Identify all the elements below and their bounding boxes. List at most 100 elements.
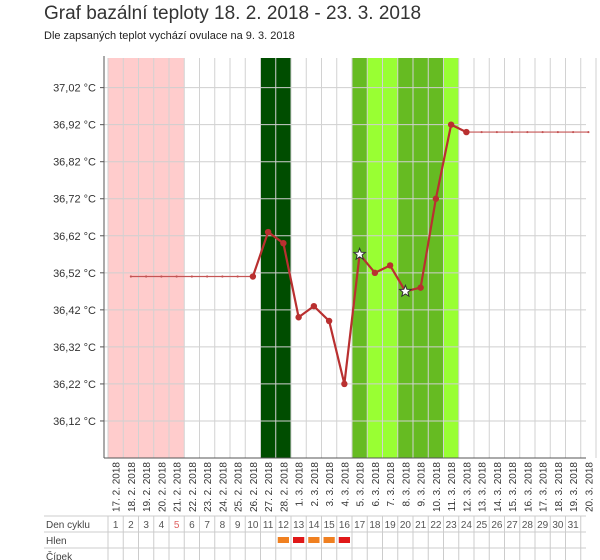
x-tick-label: 3. 3. 2018 [325,462,336,507]
cycle-day-cell: 9 [235,520,241,531]
mucus-label: Hlen [46,536,67,547]
coverline-dot [206,275,209,278]
cycle-day-cell: 3 [143,520,149,531]
coverline-dot [495,130,498,134]
cycle-day-cell: 29 [537,520,549,531]
x-tick-label: 25. 2. 2018 [234,462,245,512]
temperature-point-star [398,283,413,298]
x-tick-label: 16. 3. 2018 [523,462,534,512]
x-tick-label: 6. 3. 2018 [371,462,382,507]
x-tick-label: 23. 2. 2018 [203,462,214,512]
y-tick-label: 36,62 °C [53,231,96,243]
coverline-dot [572,130,575,134]
x-tick-label: 10. 3. 2018 [432,462,443,512]
cycle-day-cell: 19 [385,520,397,531]
mucus-mark [338,537,350,543]
coverline-dot [541,130,544,134]
x-tick-label: 27. 2. 2018 [264,462,275,512]
x-tick-label: 5. 3. 2018 [356,462,367,507]
x-tick-label: 14. 3. 2018 [493,462,504,512]
temperature-point [325,317,333,325]
cycle-day-cell: 16 [339,520,351,531]
cycle-day-cell: 27 [507,520,519,531]
y-tick-label: 36,12 °C [53,416,96,428]
coverline-dot [190,275,193,278]
cycle-day-cell: 18 [369,520,381,531]
cycle-day-cell: 26 [491,520,503,531]
cycle-day-label: Den cyklu [46,520,90,531]
coverline-dot [526,130,529,134]
x-tick-label: 18. 2. 2018 [127,462,138,512]
temperature-point [417,284,424,291]
y-tick-label: 36,72 °C [53,194,96,206]
x-tick-label: 20. 3. 2018 [584,462,595,512]
x-tick-label: 22. 2. 2018 [188,462,199,512]
cycle-day-cell: 31 [568,520,580,531]
coverline-dot [221,275,224,278]
x-tick-label: 26. 2. 2018 [249,462,260,512]
y-tick-label: 36,82 °C [53,157,96,169]
coverline-dot [511,130,514,134]
cycle-day-cell: 14 [308,520,320,531]
chart-subtitle: Dle zapsaných teplot vychází ovulace na … [44,30,295,42]
temperature-point [295,314,302,321]
cycle-day-cell: 24 [461,520,473,531]
coverline-dot [480,130,483,134]
chart-title: Graf bazální teploty 18. 2. 2018 - 23. 3… [44,3,422,24]
temperature-point [371,269,379,277]
x-tick-label: 2. 3. 2018 [310,462,321,507]
coverline-dot [175,275,178,278]
x-tick-label: 8. 3. 2018 [401,462,412,507]
temperature-point [341,380,348,388]
coverline-dot [587,130,590,134]
x-tick-label: 15. 3. 2018 [508,462,519,512]
x-tick-label: 28. 2. 2018 [279,462,290,512]
y-tick-label: 36,22 °C [53,379,96,391]
coverline-dot [556,130,559,134]
cycle-day-cell: 12 [278,520,290,531]
cycle-day-cell: 4 [159,520,165,531]
coverline-dot [145,275,148,278]
mucus-mark [308,537,320,543]
cycle-day-cell: 10 [247,520,259,531]
cycle-day-cell: 25 [476,520,488,531]
temperature-point [386,262,394,269]
cycle-day-cell: 17 [354,520,366,531]
cycle-day-cell: 1 [113,520,119,531]
cycle-day-cell: 22 [430,520,442,531]
x-tick-label: 19. 3. 2018 [569,462,580,512]
coverline-dot [160,275,163,278]
band-fertile-strong [397,58,444,458]
x-tick-label: 13. 3. 2018 [478,462,489,512]
y-tick-label: 36,32 °C [53,342,96,354]
cycle-day-cell: 5 [174,520,180,531]
cycle-day-cell: 2 [128,520,134,531]
mucus-mark [277,537,289,543]
y-tick-label: 36,42 °C [53,305,96,317]
x-tick-label: 12. 3. 2018 [462,462,473,512]
cycle-day-cell: 13 [293,520,305,531]
band-menstruation [108,58,185,458]
y-tick-label: 36,52 °C [53,268,96,280]
temperature-point [447,121,455,128]
x-tick-label: 7. 3. 2018 [386,462,397,507]
cycle-day-cell: 15 [324,520,336,531]
cycle-day-cell: 21 [415,520,427,531]
x-tick-label: 21. 2. 2018 [173,462,184,512]
x-tick-label: 17. 2. 2018 [112,462,123,512]
mucus-mark [293,537,305,543]
temperature-point [249,273,257,280]
temperature-point [432,195,440,202]
cycle-day-cell: 30 [552,520,564,531]
cycle-day-cell: 11 [263,520,274,531]
cycle-day-cell: 23 [446,520,458,531]
temperature-point [310,302,318,310]
cycle-day-cell: 8 [220,520,226,531]
x-tick-label: 17. 3. 2018 [539,462,550,512]
coverline-dot [236,275,239,278]
x-tick-label: 4. 3. 2018 [340,462,351,507]
x-tick-label: 19. 2. 2018 [142,462,153,512]
cycle-day-cell: 20 [400,520,412,531]
x-tick-label: 20. 2. 2018 [157,462,168,512]
cycle-day-cell: 6 [189,520,195,531]
